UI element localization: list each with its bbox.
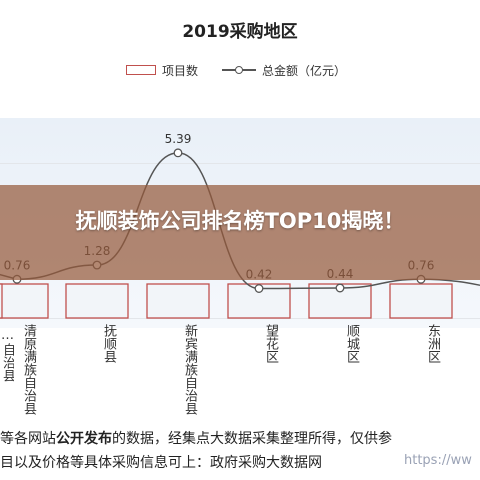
x-tick-label: 新宾满族自治县 [182,324,197,415]
data-point [335,283,345,293]
legend-label-amount: 总金额（亿元） [262,63,347,78]
x-tick-label: 东洲区 [425,324,440,363]
bar-partial [0,283,3,319]
source-line-1: 等各网站公开发布的数据，经集点大数据采集整理所得，仅供参 [0,428,480,448]
grid-line [0,163,480,164]
banner-title: 抚顺装饰公司排名榜TOP10揭晓！ [75,209,405,233]
data-point [254,284,264,293]
source-text-part: 的数据，经集点大数据采集整理所得，仅供参 [112,431,392,447]
source-text-bold: 公开发布 [56,431,112,447]
x-tick-label: 清原满族自治县 [21,324,36,415]
bar [0,283,49,319]
source-text-part: 等各网站 [0,431,56,447]
legend-bar-swatch [126,65,156,75]
bar [65,283,129,319]
title-banner [0,185,480,280]
x-tick-label: 望花区 [263,324,278,363]
chart-plot: 0.761.285.390.420.440.76 [0,132,480,319]
x-tick-label: 顺城区 [344,324,359,363]
x-tick-label: 抚顺县 [101,324,116,363]
source-line-2: 目以及价格等具体采购信息可上：政府采购大数据网 [0,455,322,471]
chart-title: 2019采购地区 [182,22,298,42]
bar [146,283,210,319]
x-tick-label-partial: …自治县 [0,328,15,382]
data-label: 5.39 [165,132,192,146]
bar [389,283,453,319]
data-point [173,148,183,158]
chart-legend: 项目数 总金额（亿元） [126,62,346,78]
watermark-url: https://ww [404,453,472,468]
legend-label-projects: 项目数 [162,63,199,78]
legend-line-swatch [222,65,257,75]
